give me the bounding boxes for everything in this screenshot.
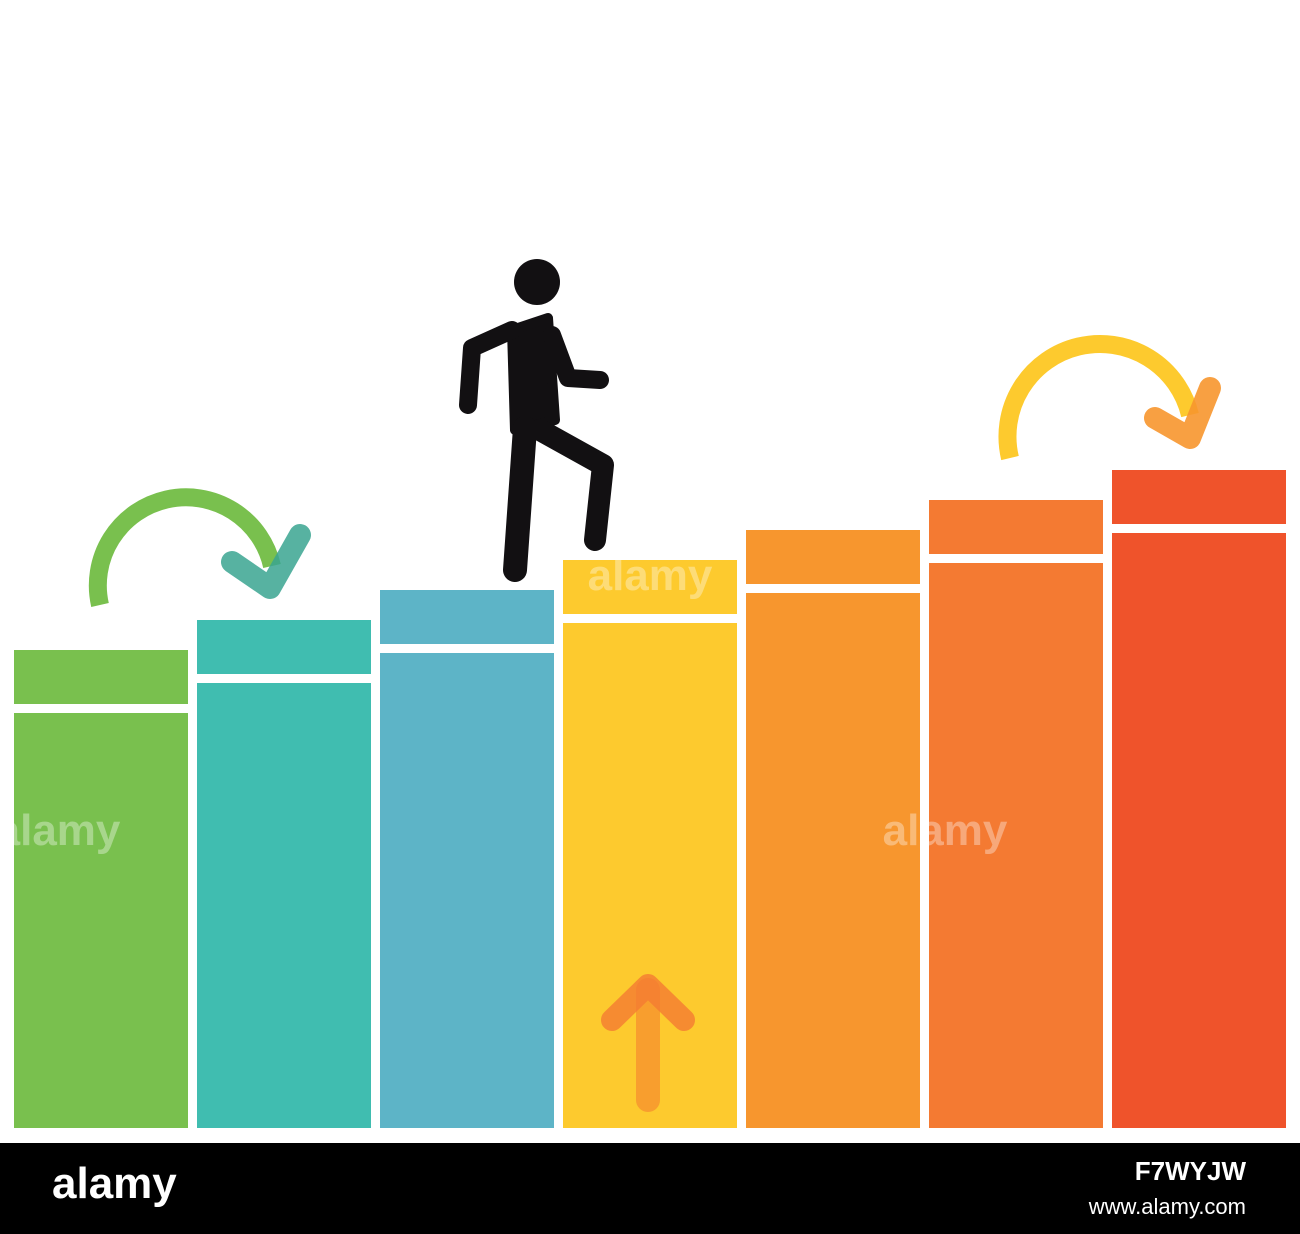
yellow-arrow — [998, 334, 1221, 461]
step-3 — [380, 590, 554, 1128]
step-1 — [14, 650, 188, 1128]
watermark: alamy — [883, 806, 1008, 855]
watermarks: alamy alamy alamy — [0, 551, 1008, 855]
step-6 — [929, 500, 1103, 1128]
step-7 — [1112, 470, 1286, 1128]
watermark: alamy — [588, 551, 713, 600]
steps — [14, 470, 1286, 1128]
image-id: F7WYJW — [1135, 1156, 1247, 1186]
step-5 — [746, 530, 920, 1128]
person-icon — [459, 259, 614, 582]
watermark: alamy — [0, 806, 121, 855]
green-arrow — [88, 488, 311, 607]
footer-logo: alamy — [52, 1159, 177, 1208]
footer-bar — [0, 1143, 1300, 1234]
footer-site: www.alamy.com — [1088, 1194, 1246, 1219]
step-4 — [563, 560, 737, 1128]
step-2 — [197, 620, 371, 1128]
up-arrow — [601, 974, 695, 1112]
